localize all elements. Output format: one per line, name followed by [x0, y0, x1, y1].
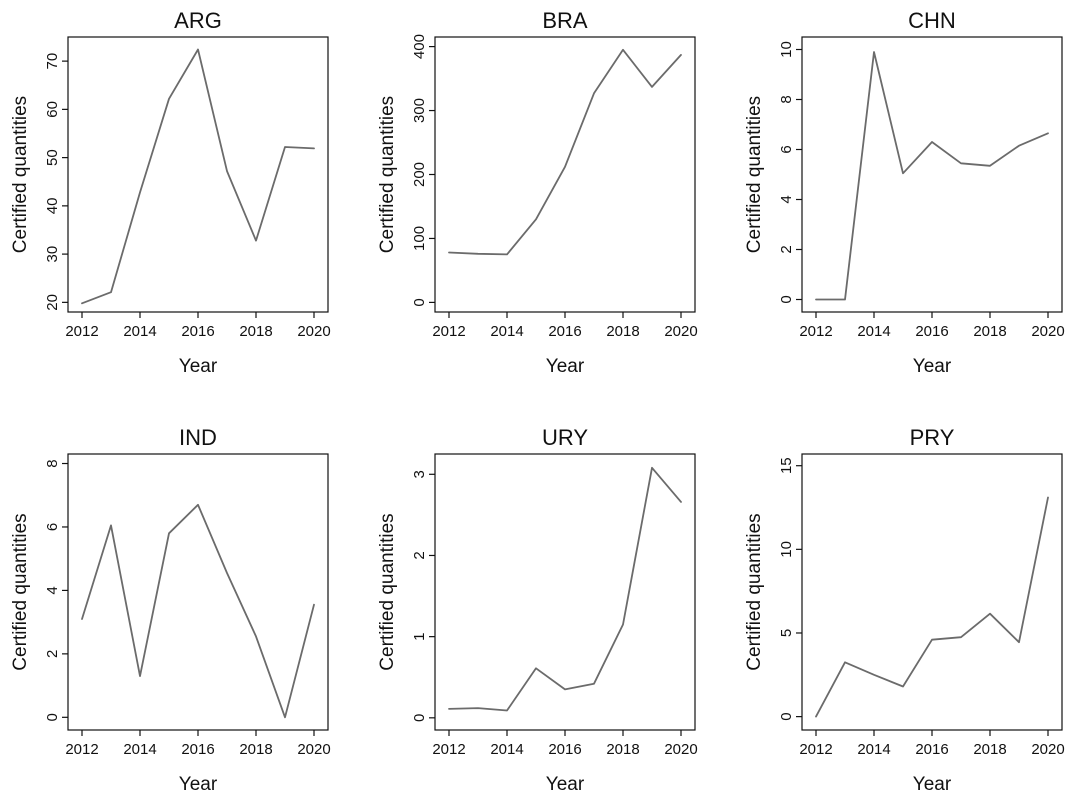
x-tick-label: 2016	[181, 323, 214, 340]
x-tick-label: 2018	[239, 741, 272, 758]
y-tick-label: 0	[411, 714, 428, 722]
y-tick-label: 60	[44, 101, 61, 118]
x-tick-label: 2020	[1031, 741, 1064, 758]
x-tick-label: 2016	[181, 741, 214, 758]
y-tick-label: 8	[778, 95, 795, 103]
x-axis-title: Year	[913, 774, 952, 795]
y-tick-label: 70	[44, 53, 61, 70]
panel-title: CHN	[908, 8, 956, 33]
chart-panel-ury: URY 2012 2014 2016 2018 2020 0 1 2 3 Year Certified…	[377, 425, 698, 795]
x-axis-title: Year	[179, 356, 218, 377]
x-tick-label: 2016	[548, 323, 581, 340]
x-tick-label: 2012	[65, 323, 98, 340]
panel-title: URY	[542, 425, 588, 450]
x-tick-label: 2020	[664, 741, 697, 758]
y-tick-label: 50	[44, 149, 61, 166]
y-tick-label: 6	[778, 145, 795, 153]
y-axis-title: Certified quantities	[744, 96, 765, 253]
y-tick-label: 15	[778, 457, 795, 474]
y-tick-label: 3	[411, 470, 428, 478]
x-tick-label: 2012	[432, 323, 465, 340]
x-tick-label: 2018	[606, 323, 639, 340]
chart-panel-ind: IND 2012 2014 2016 2018 2020 0 2 4 6 8 Year Certifie…	[10, 425, 331, 795]
x-tick-label: 2016	[548, 741, 581, 758]
y-tick-label: 4	[44, 586, 61, 594]
y-axis-title: Certified quantities	[10, 96, 31, 253]
panel-title: ARG	[174, 8, 222, 33]
x-tick-label: 2014	[123, 741, 156, 758]
x-tick-label: 2020	[297, 741, 330, 758]
y-axis-title: Certified quantities	[377, 96, 398, 253]
series-line	[448, 466, 682, 712]
panel-title: BRA	[542, 8, 588, 33]
x-axis-title: Year	[179, 774, 218, 795]
chart-panel-chn: CHN 2012 2014 2016 2018 2020 0 2 4 6 8 10 Year Certif…	[744, 8, 1065, 377]
y-tick-label: 400	[411, 34, 428, 59]
x-tick-label: 2012	[799, 741, 832, 758]
x-tick-label: 2020	[297, 323, 330, 340]
chart-panel-bra: BRA 2012 2014 2016 2018 2020 0 100 200 300 400 Year…	[377, 8, 698, 377]
x-tick-label: 2018	[606, 741, 639, 758]
y-tick-label: 6	[44, 523, 61, 531]
plot-frame	[801, 453, 1063, 731]
x-tick-label: 2018	[239, 323, 272, 340]
y-tick-label: 300	[411, 98, 428, 123]
panel-title: IND	[179, 425, 217, 450]
x-tick-label: 2020	[1031, 323, 1064, 340]
series-line	[815, 496, 1049, 718]
y-tick-label: 2	[44, 650, 61, 658]
x-tick-label: 2018	[973, 741, 1006, 758]
x-tick-label: 2014	[490, 741, 523, 758]
y-axis-title: Certified quantities	[10, 513, 31, 670]
x-axis-title: Year	[546, 356, 585, 377]
y-tick-label: 20	[44, 294, 61, 311]
y-axis-title: Certified quantities	[744, 513, 765, 670]
y-tick-label: 100	[411, 226, 428, 251]
y-tick-label: 200	[411, 162, 428, 187]
x-tick-label: 2012	[799, 323, 832, 340]
x-tick-label: 2018	[973, 323, 1006, 340]
x-tick-label: 2014	[857, 323, 890, 340]
panel-title: PRY	[910, 425, 955, 450]
y-tick-label: 5	[778, 629, 795, 637]
y-tick-label: 40	[44, 198, 61, 215]
x-tick-label: 2020	[664, 323, 697, 340]
chart-panel-pry: PRY 2012 2014 2016 2018 2020 0 5 10 15 Year Certifi…	[744, 425, 1065, 795]
x-tick-label: 2014	[490, 323, 523, 340]
y-tick-label: 10	[778, 541, 795, 558]
plot-frame	[801, 36, 1063, 313]
y-tick-label: 10	[778, 41, 795, 58]
series-line	[81, 48, 315, 305]
y-tick-label: 0	[778, 295, 795, 303]
y-tick-label: 1	[411, 632, 428, 640]
x-axis-title: Year	[546, 774, 585, 795]
series-line	[815, 51, 1049, 301]
y-tick-label: 2	[411, 551, 428, 559]
x-tick-label: 2016	[915, 323, 948, 340]
y-tick-label: 30	[44, 246, 61, 263]
x-axis-title: Year	[913, 356, 952, 377]
x-tick-label: 2012	[432, 741, 465, 758]
x-tick-label: 2014	[857, 741, 890, 758]
y-axis-title: Certified quantities	[377, 513, 398, 670]
y-tick-label: 4	[778, 195, 795, 203]
y-tick-label: 0	[44, 713, 61, 721]
y-tick-label: 8	[44, 459, 61, 467]
x-tick-label: 2016	[915, 741, 948, 758]
series-line	[448, 48, 682, 256]
plot-frame	[67, 453, 329, 731]
plot-frame	[67, 36, 329, 313]
x-tick-label: 2014	[123, 323, 156, 340]
series-line	[81, 503, 315, 719]
x-tick-label: 2012	[65, 741, 98, 758]
plot-frame	[434, 36, 696, 313]
y-tick-label: 2	[778, 245, 795, 253]
y-tick-label: 0	[778, 712, 795, 720]
y-tick-label: 0	[411, 298, 428, 306]
